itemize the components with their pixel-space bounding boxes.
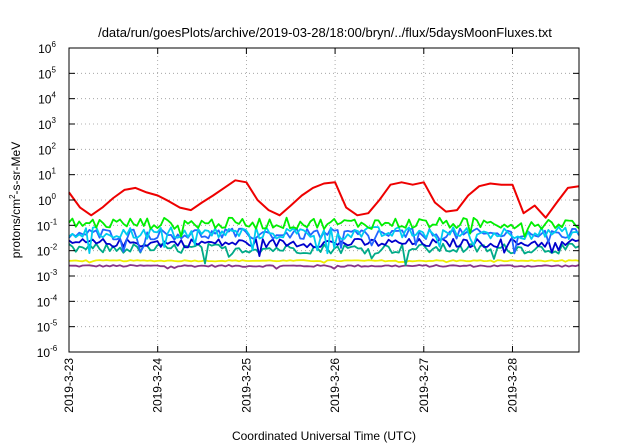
series-layer xyxy=(68,179,580,270)
series-line xyxy=(68,259,580,264)
y-axis-label-base: protons/cm xyxy=(9,199,23,258)
y-tick-label-base: 10 xyxy=(37,321,51,335)
y-tick-label-exponent: 6 xyxy=(51,40,56,49)
y-tick-label: 106 xyxy=(38,40,56,56)
y-tick-label-base: 10 xyxy=(38,42,52,56)
chart-title: /data/run/goesPlots/archive/2019-03-28/1… xyxy=(98,25,552,40)
y-tick-label-exponent: 2 xyxy=(51,141,56,150)
x-tick-label: 2019-3-27 xyxy=(417,358,431,413)
y-tick-label-exponent: -6 xyxy=(50,344,58,353)
y-tick-label-exponent: -1 xyxy=(50,217,58,226)
y-tick-label-base: 10 xyxy=(37,346,51,360)
x-tick-label: 2019-3-28 xyxy=(505,358,519,413)
y-tick-label-exponent: -2 xyxy=(50,243,58,252)
y-tick-label-base: 10 xyxy=(37,295,51,309)
y-tick-label-base: 10 xyxy=(37,270,51,284)
y-axis-label-rest: -s-sr-MeV xyxy=(9,142,23,195)
x-tick-label: 2019-3-24 xyxy=(151,358,165,413)
y-tick-label-base: 10 xyxy=(38,93,52,107)
y-tick-label-base: 10 xyxy=(37,245,51,259)
y-tick-label-base: 10 xyxy=(38,118,52,132)
y-tick-label-exponent: 0 xyxy=(51,192,56,201)
y-tick-label-base: 10 xyxy=(38,67,52,81)
y-tick-label: 10-2 xyxy=(37,243,58,259)
y-axis-label-exponent: 2 xyxy=(8,194,17,199)
grid xyxy=(69,48,579,352)
y-tick-label: 100 xyxy=(38,192,56,208)
y-tick-label-base: 10 xyxy=(38,169,52,183)
x-tick-label: 2019-3-25 xyxy=(239,358,253,413)
y-tick-label: 10-6 xyxy=(37,344,58,360)
y-tick-label: 101 xyxy=(38,167,56,183)
y-tick-label-exponent: -4 xyxy=(50,293,58,302)
series-line xyxy=(68,264,580,270)
y-tick-label-base: 10 xyxy=(38,194,52,208)
y-tick-label-exponent: -3 xyxy=(50,268,58,277)
y-tick-label-exponent: -5 xyxy=(50,319,58,328)
x-tick-label: 2019-3-26 xyxy=(328,358,342,413)
series-line xyxy=(68,179,580,219)
y-tick-label: 105 xyxy=(38,65,56,81)
y-tick-label-exponent: 5 xyxy=(51,65,56,74)
y-tick-label: 10-1 xyxy=(37,217,58,233)
y-tick-label-base: 10 xyxy=(38,143,52,157)
y-tick-label-exponent: 3 xyxy=(51,116,56,125)
y-tick-label-exponent: 1 xyxy=(51,167,56,176)
x-tick-label: 2019-3-23 xyxy=(62,358,76,413)
x-axis-label: Coordinated Universal Time (UTC) xyxy=(232,429,416,443)
y-tick-label-base: 10 xyxy=(37,219,51,233)
axis-ticks: 10-610-510-410-310-210-11001011021031041… xyxy=(37,40,579,413)
series-line xyxy=(68,242,580,266)
y-tick-label: 103 xyxy=(38,116,56,132)
series-line xyxy=(68,226,580,255)
y-axis-label: protons/cm2-s-sr-MeV xyxy=(8,142,23,258)
y-tick-label: 104 xyxy=(38,91,56,107)
y-tick-label: 102 xyxy=(38,141,56,157)
series-line xyxy=(68,238,580,257)
series-line xyxy=(68,216,580,238)
y-tick-label: 10-4 xyxy=(37,293,58,309)
y-tick-label-exponent: 4 xyxy=(51,91,56,100)
y-tick-label: 10-3 xyxy=(37,268,58,284)
y-tick-label: 10-5 xyxy=(37,319,58,335)
